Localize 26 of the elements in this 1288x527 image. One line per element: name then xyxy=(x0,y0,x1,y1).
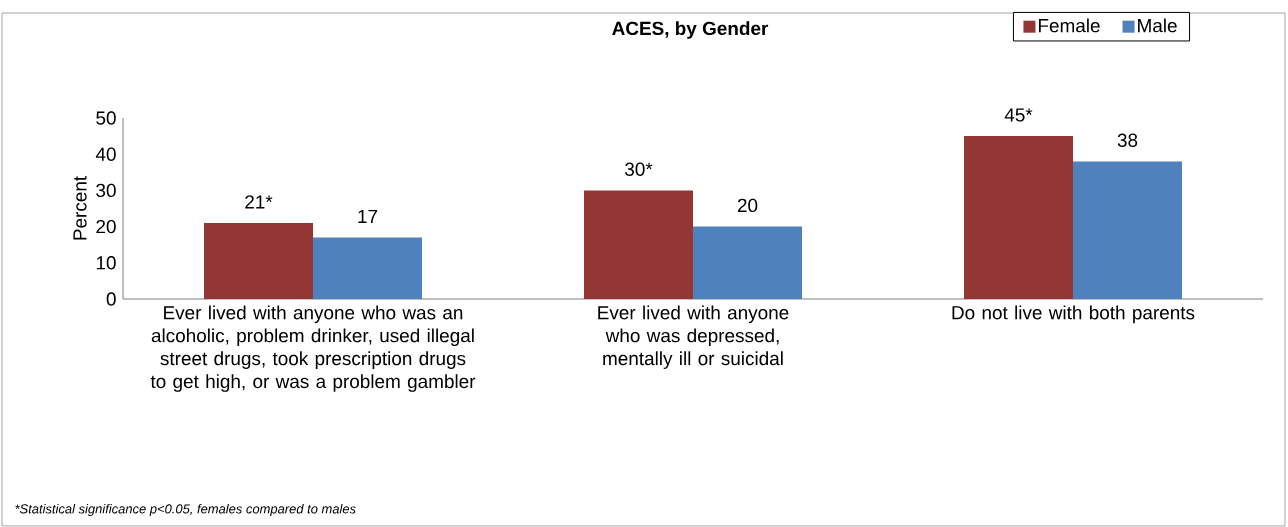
data-label: 21* xyxy=(245,195,273,209)
y-tick-label: 10 xyxy=(96,256,116,270)
y-tick-label: 20 xyxy=(96,219,116,234)
text: *Statistical significance p<0.05, females compared to males xyxy=(15,503,356,517)
bar xyxy=(693,226,803,299)
x-tick-label: Ever lived with anyone who was an alcoholic, problem drinker, used illegal street drugs, took prescription drugs to get high, or was a problem gambler xyxy=(150,305,476,392)
data-label: 20 xyxy=(737,198,758,213)
data-label: 30* xyxy=(625,162,653,176)
chart-title: ACES, by Gender xyxy=(612,21,769,39)
y-tick-label: 50 xyxy=(96,111,116,125)
y-tick-label: 40 xyxy=(95,147,116,161)
legend-label: Male xyxy=(1138,18,1177,33)
y-axis-title: Percent xyxy=(73,176,87,240)
x-tick-label: Ever lived with anyone who was depressed, mentally ill or suicidal xyxy=(598,305,789,369)
data-label: 38 xyxy=(1117,133,1138,147)
bar xyxy=(584,190,694,299)
y-tick-label: 30 xyxy=(96,183,116,198)
data-label: 17 xyxy=(358,209,378,223)
bar xyxy=(1073,161,1183,299)
y-tick-label: 0 xyxy=(106,292,116,306)
bar xyxy=(964,136,1074,299)
bar xyxy=(204,222,314,299)
legend-label: Female xyxy=(1038,18,1100,33)
bar xyxy=(313,237,423,299)
data-label: 45* xyxy=(1004,108,1033,122)
x-tick-label: Do not live with both parents xyxy=(952,305,1195,324)
